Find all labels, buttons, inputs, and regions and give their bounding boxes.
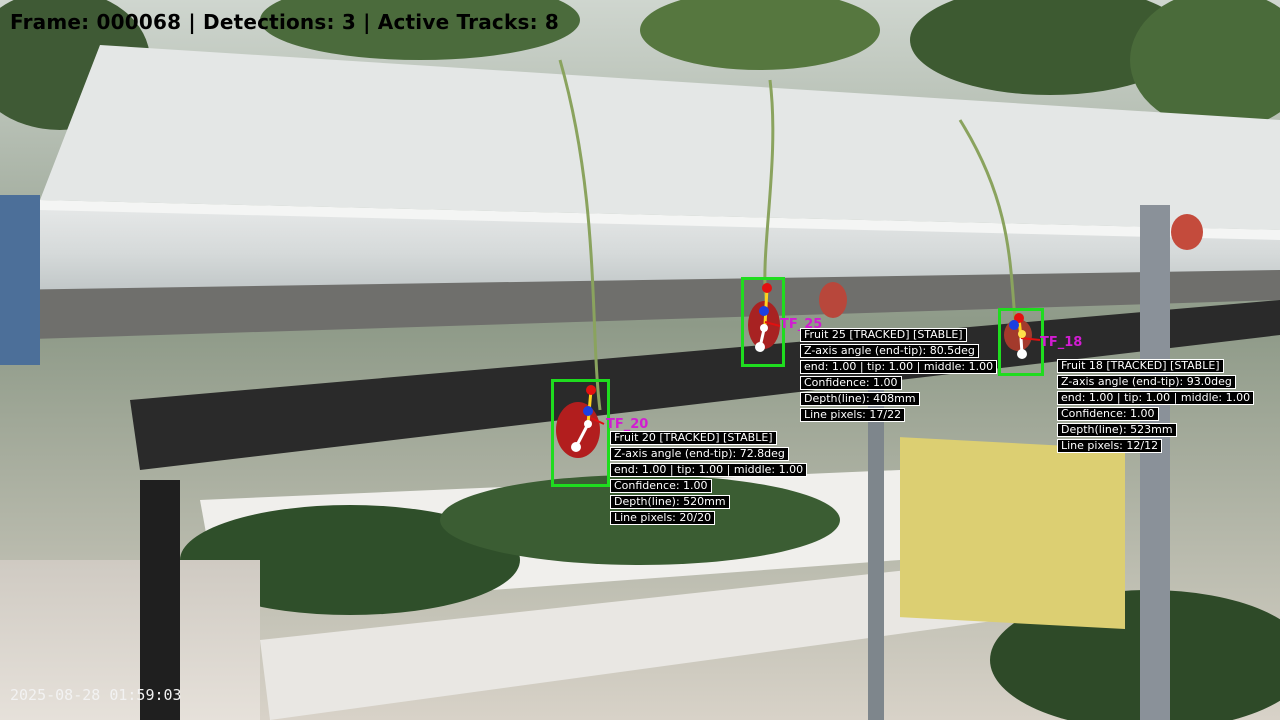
info-line: Confidence: 1.00: [610, 479, 712, 493]
keypoints-25: [755, 283, 781, 352]
info-panel-fruit-18: Fruit 18 [TRACKED] [STABLE] Z-axis angle…: [1057, 359, 1255, 455]
rail: [130, 300, 1280, 470]
info-line: Depth(line): 520mm: [610, 495, 730, 509]
info-line: Confidence: 1.00: [800, 376, 902, 390]
keypoints-20: [571, 385, 605, 452]
info-line: Line pixels: 20/20: [610, 511, 716, 525]
info-line: Fruit 18 [TRACKED] [STABLE]: [1057, 359, 1224, 373]
info-line: Line pixels: 17/22: [800, 408, 906, 422]
info-panel-fruit-25: Fruit 25 [TRACKED] [STABLE] Z-axis angle…: [800, 328, 998, 424]
info-line: Line pixels: 12/12: [1057, 439, 1163, 453]
info-line: Confidence: 1.00: [1057, 407, 1159, 421]
track-label-18: TF_18: [1040, 335, 1083, 350]
gutter-trough: [0, 45, 1280, 365]
info-line: end: 1.00 | tip: 1.00 | middle: 1.00: [800, 360, 998, 374]
info-line: Fruit 25 [TRACKED] [STABLE]: [800, 328, 967, 342]
info-panel-fruit-20: Fruit 20 [TRACKED] [STABLE] Z-axis angle…: [610, 431, 808, 527]
track-label-20: TF_20: [606, 417, 649, 432]
detection-box-fruit-20: [551, 379, 610, 487]
info-line: end: 1.00 | tip: 1.00 | middle: 1.00: [1057, 391, 1255, 405]
detection-box-fruit-18: [998, 308, 1044, 376]
keypoints-18: [1009, 313, 1041, 359]
info-line: Fruit 20 [TRACKED] [STABLE]: [610, 431, 777, 445]
sticky-trap: [900, 437, 1125, 629]
info-line: Z-axis angle (end-tip): 72.8deg: [610, 447, 789, 461]
info-line: Depth(line): 523mm: [1057, 423, 1177, 437]
support-poles: [140, 205, 1170, 720]
frame-status-text: Frame: 000068 | Detections: 3 | Active T…: [10, 10, 560, 34]
info-line: end: 1.00 | tip: 1.00 | middle: 1.00: [610, 463, 808, 477]
info-line: Depth(line): 408mm: [800, 392, 920, 406]
info-line: Z-axis angle (end-tip): 80.5deg: [800, 344, 979, 358]
timestamp-text: 2025-08-28 01:59:03: [10, 686, 182, 704]
detection-box-fruit-25: [741, 277, 785, 367]
info-line: Z-axis angle (end-tip): 93.0deg: [1057, 375, 1236, 389]
